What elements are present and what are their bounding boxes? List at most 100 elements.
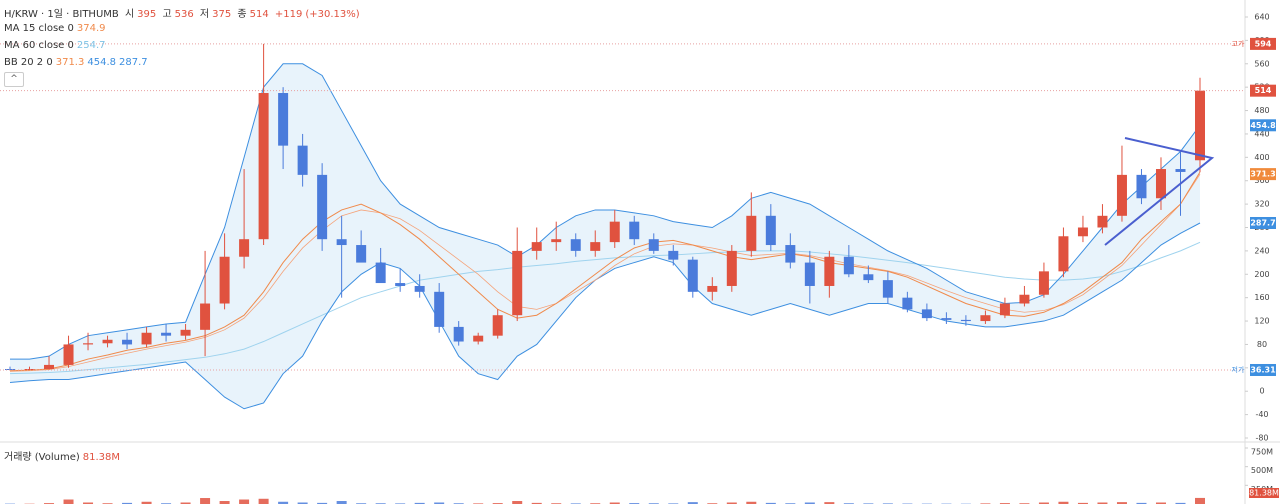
volume-bar (180, 502, 191, 504)
change-pct: (+30.13%) (305, 9, 360, 20)
candle-body (473, 335, 484, 342)
candle-body (375, 262, 386, 284)
candle-body (161, 332, 172, 336)
last-box (1250, 84, 1276, 97)
y-tick-label: 0 (1259, 387, 1264, 396)
volume-bar (414, 502, 425, 504)
candle-body (44, 364, 55, 370)
candle-body (512, 250, 523, 316)
volume-bar (219, 501, 230, 504)
candle-body (1058, 236, 1069, 272)
y-tick-label: 440 (1254, 129, 1269, 138)
legend-name: MA 15 close 0 (4, 23, 74, 34)
candle-body (434, 291, 445, 327)
candle-body (1155, 169, 1166, 199)
volume-bar (1116, 502, 1127, 504)
candle-body (726, 250, 737, 286)
volume-bar (278, 501, 289, 504)
candle-body (941, 318, 952, 320)
candle-body (687, 259, 698, 292)
y-tick-label: 240 (1254, 246, 1269, 255)
low-box (1250, 363, 1276, 376)
candle-body (395, 283, 406, 286)
bb-upper-line (10, 63, 1201, 360)
y-tick-label: 560 (1254, 59, 1269, 68)
high-label: 고 (162, 9, 172, 20)
candle-body (590, 242, 601, 251)
volume-bar (746, 501, 757, 504)
bb-upper-box (1250, 119, 1276, 132)
y-tick-label: -80 (1255, 434, 1268, 443)
high-value: 536 (174, 9, 194, 20)
collapse-button[interactable]: ^ (4, 72, 24, 87)
volume-bar (200, 498, 211, 504)
y-tick-label: 640 (1254, 13, 1269, 22)
volume-bar (1175, 502, 1186, 504)
candle-body (180, 329, 191, 336)
y-tick-label: 320 (1254, 200, 1269, 209)
candle-body (141, 332, 152, 345)
legend-name: MA 60 close 0 (4, 40, 74, 51)
bb-middle-box (1250, 168, 1276, 181)
bb-upper-label: 454.8 (1250, 121, 1276, 130)
volume-current-label: 81.38M (1249, 489, 1279, 498)
high-marker-label: 고가 (1232, 39, 1245, 48)
y-tick-label: 80 (1257, 340, 1267, 349)
candle-body (746, 215, 757, 251)
candle-body (785, 245, 796, 263)
header-legend: H/KRW · 1일 · BITHUMB 시 395 고 536 저 375 종 514… (4, 5, 363, 20)
candle-body (24, 369, 35, 371)
volume-bar (765, 502, 776, 504)
y-tick-label: -40 (1255, 410, 1268, 419)
y-tick-label: 400 (1254, 153, 1269, 162)
bb-lower-box (1250, 216, 1276, 229)
candle-body (843, 256, 854, 275)
candle-body (1195, 90, 1205, 161)
candle-body (63, 344, 74, 365)
volume-bar (804, 502, 815, 504)
volume-bar (83, 502, 94, 504)
volume-bar (258, 498, 269, 504)
ma60-legend: MA 60 close 0 254.7 (4, 40, 109, 51)
candle-body (239, 239, 250, 257)
low-marker-label: 저가 (1232, 365, 1245, 374)
volume-bar (1155, 502, 1166, 504)
y-tick-label: 200 (1254, 270, 1269, 279)
candle-body (960, 319, 971, 322)
candle-body (804, 262, 815, 286)
high-box (1250, 37, 1276, 50)
volume-tick-label: 750M (1251, 448, 1273, 457)
candle-body (551, 239, 562, 243)
open-value: 395 (137, 9, 157, 20)
candle-body (1077, 227, 1088, 237)
volume-bar (1136, 502, 1147, 504)
candle-body (1116, 174, 1127, 216)
candle-body (453, 326, 464, 342)
volume-bar (726, 502, 737, 504)
volume-bar (1058, 501, 1069, 504)
candle-body (570, 239, 581, 251)
candle-body (317, 174, 328, 240)
legend-value: 454.8 (87, 57, 116, 68)
candle-body (824, 256, 835, 286)
ma60-line (9, 241, 1201, 375)
candle-body (629, 221, 640, 240)
low-label: 저 (199, 9, 210, 20)
volume-bar (239, 499, 250, 504)
bb-lower-label: 287.7 (1250, 218, 1275, 227)
candle-body (336, 239, 347, 246)
candle-body (258, 93, 269, 240)
volume-bar (1077, 502, 1088, 504)
low-value: 375 (212, 9, 232, 20)
high-label: 594 (1255, 39, 1272, 48)
candle-body (122, 339, 133, 345)
volume-bar (824, 502, 835, 504)
legend-value: 287.7 (119, 57, 148, 68)
volume-bar (434, 502, 445, 504)
bb-fill (10, 63, 1200, 409)
volume-bar (687, 502, 698, 504)
change: +119 (274, 9, 303, 20)
volume-bar (609, 502, 620, 504)
ma15-legend: MA 15 close 0 374.9 (4, 23, 109, 34)
